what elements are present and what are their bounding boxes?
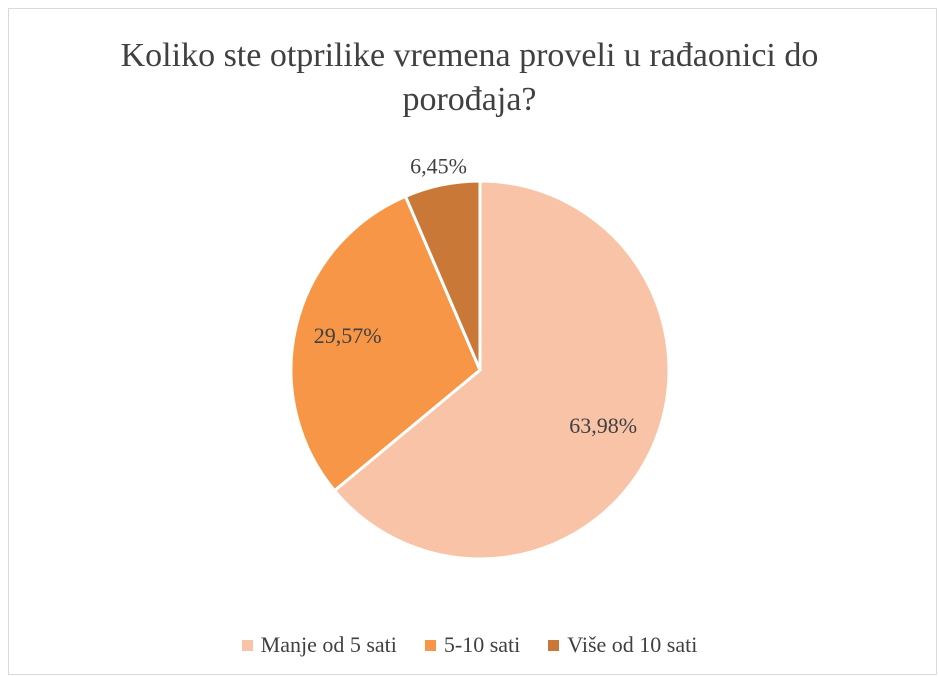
chart-title: Koliko ste otprilike vremena proveli u r… [120,37,819,118]
legend-swatch [424,639,436,651]
legend: Manje od 5 sati 5-10 sati Više od 10 sati [0,632,939,658]
data-label: 29,57% [314,323,382,348]
legend-swatch [241,639,253,651]
pie-slice [332,179,671,561]
data-label: 63,98% [569,413,637,438]
legend-swatch [548,639,560,651]
pie-slice [289,194,482,493]
legend-label: 5-10 sati [443,632,521,657]
legend-item: 5-10 sati [424,632,521,658]
chart-title-box: Koliko ste otprilike vremena proveli u r… [0,34,939,122]
legend-label: Više od 10 sati [567,632,698,657]
data-label: 6,45% [410,153,467,178]
legend-item: Manje od 5 sati [241,632,397,658]
legend-label: Manje od 5 sati [260,632,397,657]
pie-slice [403,179,482,371]
legend-item: Više od 10 sati [548,632,697,658]
